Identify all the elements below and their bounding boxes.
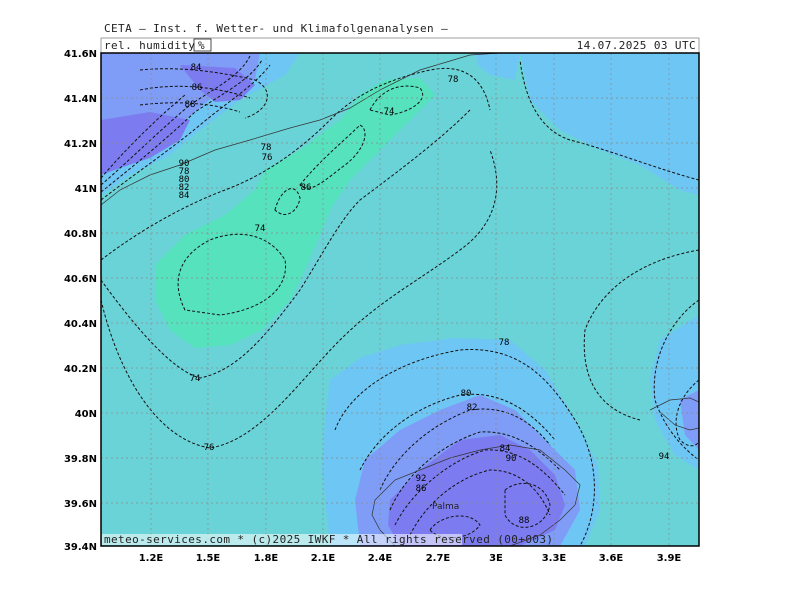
contour-value-label: 86	[192, 83, 203, 93]
lat-tick-label: 40N	[75, 409, 97, 420]
lon-tick-label: 1.8E	[254, 553, 279, 564]
lon-tick-label: 3.3E	[542, 553, 567, 564]
contour-value-label: 80	[461, 389, 472, 399]
contour-labels: 8486887874907876808284867474767880828490…	[179, 63, 670, 526]
valid-datetime: 14.07.2025 03 UTC	[577, 39, 696, 52]
contour-value-label: 84	[500, 444, 511, 454]
contour-value-label: 80	[179, 175, 190, 185]
contour-value-label: 74	[255, 224, 266, 234]
parameter-label: rel. humidity	[104, 39, 195, 52]
lon-tick-label: 3E	[489, 553, 503, 564]
lat-tick-label: 40.2N	[64, 364, 97, 375]
contour-value-label: 94	[659, 452, 670, 462]
contour-value-label: 74	[384, 107, 395, 117]
longitude-axis: 1.2E 1.5E 1.8E 2.1E 2.4E 2.7E 3E 3.3E 3.6E 3.9E	[139, 553, 682, 564]
contour-value-label: 88	[185, 100, 196, 110]
contour-value-label: 78	[448, 75, 459, 85]
lon-tick-label: 3.6E	[599, 553, 624, 564]
contour-value-label: 82	[179, 183, 190, 193]
humidity-region-e-blue	[680, 390, 699, 450]
lon-tick-label: 1.2E	[139, 553, 164, 564]
latitude-axis: 41.6N 41.4N 41.2N 41N 40.8N 40.6N 40.4N 40.2N 40…	[64, 49, 97, 553]
lat-tick-label: 41N	[75, 184, 97, 195]
contour-value-label: 82	[467, 403, 478, 413]
copyright-credit: meteo-services.com * (c)2025 IWKF * All …	[104, 533, 553, 546]
plot-frame	[100, 52, 700, 547]
grid-lines	[101, 53, 699, 546]
humidity-region-dry-band	[155, 78, 435, 348]
unit-box	[193, 38, 212, 52]
contour-value-label: 92	[416, 474, 427, 484]
lat-tick-label: 39.6N	[64, 499, 97, 510]
contour-value-label: 84	[191, 63, 202, 73]
lat-tick-label: 41.2N	[64, 139, 97, 150]
humidity-region-ne	[520, 53, 699, 195]
contour-value-label: 88	[519, 516, 530, 526]
contour-value-label: 86	[301, 183, 312, 193]
lat-tick-label: 40.8N	[64, 229, 97, 240]
unit-label: %	[198, 39, 205, 52]
contour-value-label: 78	[261, 143, 272, 153]
humidity-region-n	[475, 53, 520, 80]
lon-tick-label: 1.5E	[196, 553, 221, 564]
contour-value-label: 74	[190, 374, 201, 384]
contour-value-label: 90	[506, 454, 517, 464]
contour-value-label: 90	[179, 159, 190, 169]
humidity-region-nw-dark-2	[180, 65, 255, 102]
lat-tick-label: 40.4N	[64, 319, 97, 330]
lat-tick-label: 39.8N	[64, 454, 97, 465]
map-source-title: CETA — Inst. f. Wetter- und Klimafolgena…	[104, 22, 448, 35]
contour-value-label: 78	[179, 167, 190, 177]
plot-area: Palma 8486887874907876808284867474767880…	[101, 53, 699, 546]
humidity-region-se-dark	[388, 435, 565, 546]
lon-tick-label: 2.4E	[368, 553, 393, 564]
lon-tick-label: 3.9E	[657, 553, 682, 564]
lat-tick-label: 41.6N	[64, 49, 97, 60]
contour-value-label: 76	[204, 443, 215, 453]
city-label-palma: Palma	[432, 502, 459, 512]
contour-value-label: 78	[499, 338, 510, 348]
contour-value-label: 84	[179, 191, 190, 201]
contour-value-label: 76	[262, 153, 273, 163]
credit-strip	[102, 534, 462, 545]
lat-tick-label: 39.4N	[64, 542, 97, 553]
contour-value-label: 86	[416, 484, 427, 494]
lat-tick-label: 40.6N	[64, 274, 97, 285]
coastlines	[101, 53, 699, 546]
lat-tick-label: 41.4N	[64, 94, 97, 105]
lon-tick-label: 2.1E	[311, 553, 336, 564]
lon-tick-label: 2.7E	[426, 553, 451, 564]
humidity-region-nw-dark	[101, 112, 190, 175]
